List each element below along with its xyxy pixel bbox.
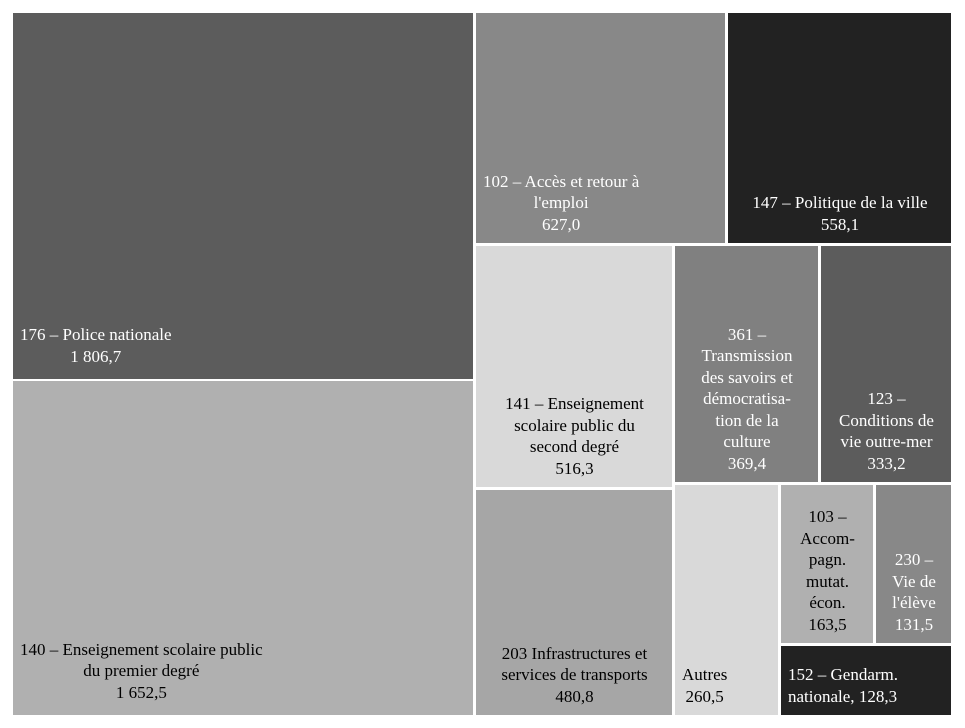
treemap-tile: 141 – Enseignement scolaire public du se… <box>476 246 672 487</box>
tile-label: 141 – Enseignement scolaire public du se… <box>505 394 644 456</box>
treemap-tile: 123 – Conditions de vie outre-mer 333,2 <box>821 246 951 482</box>
tile-value: 369,4 <box>727 453 767 473</box>
tile-value: 131,5 <box>894 614 934 634</box>
tile-label: Autres <box>682 665 728 684</box>
tile-text: 102 – Accès et retour à l'emploi 627,0 <box>483 171 639 236</box>
tile-text: 152 – Gendarm. nationale, 128,3 <box>788 664 898 707</box>
tile-text: Autres 260,5 <box>682 664 727 707</box>
treemap-tile: 230 – Vie de l'élève 131,5 <box>876 485 951 643</box>
treemap-tile: 176 – Police nationale 1 806,7 <box>13 13 473 379</box>
tile-label: 147 – Politique de la ville <box>752 193 928 212</box>
tile-label: 103 – Accom- pagn. mutat. écon. <box>800 507 855 612</box>
tile-label: 140 – Enseignement scolaire public du pr… <box>20 639 263 681</box>
tile-value: 1 806,7 <box>70 346 122 366</box>
tile-text: 140 – Enseignement scolaire public du pr… <box>20 639 263 704</box>
treemap-tile: 361 – Transmission des savoirs et démocr… <box>675 246 818 482</box>
tile-text: 203 Infrastructures et services de trans… <box>501 643 647 708</box>
tile-label: 203 Infrastructures et services de trans… <box>501 643 648 685</box>
tile-value: 558,1 <box>820 214 860 234</box>
tile-value: 516,3 <box>555 458 594 478</box>
tile-label: 176 – Police nationale <box>20 325 172 344</box>
tile-label: 152 – Gendarm. nationale, <box>788 665 899 706</box>
tile-value: 128,3 <box>858 686 898 706</box>
tile-label: 102 – Accès et retour à l'emploi <box>483 171 640 213</box>
tile-value: 260,5 <box>685 686 724 706</box>
treemap-tile: 102 – Accès et retour à l'emploi 627,0 <box>476 13 725 243</box>
tile-value: 1 652,5 <box>115 682 167 702</box>
tile-text: 230 – Vie de l'élève 131,5 <box>892 549 936 635</box>
tile-text: 141 – Enseignement scolaire public du se… <box>505 393 644 479</box>
tile-value: 333,2 <box>867 453 906 473</box>
tile-label: 123 – Conditions de vie outre-mer <box>839 389 934 451</box>
treemap-tile: 103 – Accom- pagn. mutat. écon. 163,5 <box>781 485 873 643</box>
tile-text: 147 – Politique de la ville 558,1 <box>752 192 927 235</box>
tile-text: 103 – Accom- pagn. mutat. écon. 163,5 <box>800 506 855 635</box>
tile-value: 163,5 <box>808 614 847 634</box>
tile-text: 176 – Police nationale 1 806,7 <box>20 324 172 367</box>
treemap-tile: 147 – Politique de la ville 558,1 <box>728 13 951 243</box>
treemap-tile: 152 – Gendarm. nationale, 128,3 <box>781 646 951 715</box>
tile-value: 627,0 <box>542 214 581 234</box>
treemap-tile: 203 Infrastructures et services de trans… <box>476 490 672 715</box>
tile-label: 230 – Vie de l'élève <box>892 550 936 612</box>
tile-label: 361 – Transmission des savoirs et démocr… <box>701 324 793 452</box>
tile-text: 123 – Conditions de vie outre-mer 333,2 <box>839 388 934 474</box>
tile-value: 480,8 <box>555 686 594 706</box>
tile-text: 361 – Transmission des savoirs et démocr… <box>701 324 793 475</box>
treemap-tile: 140 – Enseignement scolaire public du pr… <box>13 381 473 715</box>
treemap-tile: Autres 260,5 <box>675 485 778 715</box>
